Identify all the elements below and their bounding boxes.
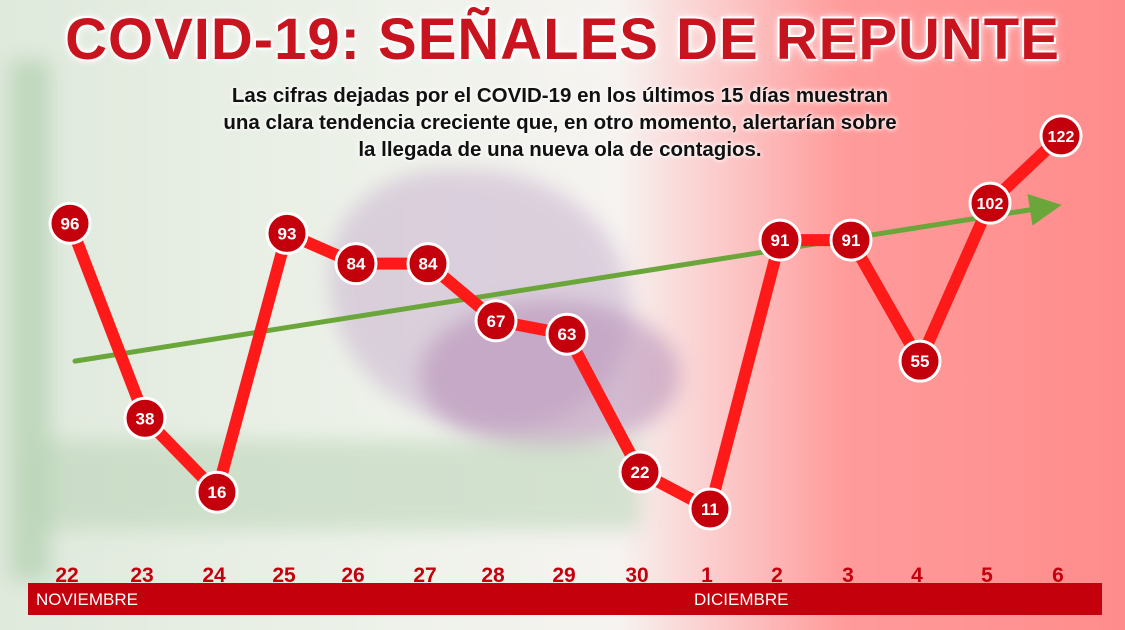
data-point: 55 [898,339,942,383]
data-marker [123,396,167,440]
month-bar [28,583,1102,615]
data-marker [195,470,239,514]
subtitle-line-2: una clara tendencia creciente que, en ot… [223,111,897,134]
data-marker [829,218,873,262]
x-tick-label: 25 [272,564,296,587]
data-point: 63 [545,312,589,356]
x-tick-label: 5 [981,564,993,587]
data-marker [618,450,662,494]
background-panel-blur [40,440,640,530]
x-tick-label: 23 [130,564,153,587]
month-label-noviembre: NOVIEMBRE [36,590,139,609]
data-marker [474,299,518,343]
data-label: 67 [487,312,506,331]
series-markers-group: 96 38 16 93 84 84 67 63 22 11 91 91 55 102 122 [48,114,1083,531]
data-label: 55 [911,352,930,371]
x-tick-label: 27 [413,564,436,587]
x-tick-label: 4 [911,564,923,587]
data-point: 22 [618,450,662,494]
data-marker [334,242,378,286]
trend-arrowhead [1027,194,1062,226]
data-point: 84 [406,242,450,286]
data-point: 91 [829,218,873,262]
data-marker [688,487,732,531]
page-title: COVID-19: SEÑALES DE REPUNTE [65,7,1060,72]
x-tick-label: 30 [625,564,648,587]
x-tick-label: 6 [1052,564,1064,587]
background-sidebar-blur [10,60,50,580]
subtitle-line-3: la llegada de una nueva ola de contagios… [358,138,762,161]
data-marker [545,312,589,356]
data-point: 91 [758,218,802,262]
x-tick-label: 22 [55,564,78,587]
data-label: 11 [701,500,719,519]
subtitle-line-1: Las cifras dejadas por el COVID-19 en lo… [231,84,889,107]
data-point: 102 [968,181,1012,225]
x-tick-label: 26 [341,564,364,587]
data-label: 63 [558,325,577,344]
data-point: 93 [265,211,309,255]
data-marker [968,181,1012,225]
data-marker [1039,114,1083,158]
data-marker [898,339,942,383]
data-point: 122 [1039,114,1083,158]
data-label: 91 [771,231,790,250]
data-label: 22 [631,463,650,482]
data-marker [265,211,309,255]
x-tick-label: 3 [842,564,854,587]
data-label: 96 [61,214,80,233]
data-label: 38 [136,409,155,428]
subtitle: Las cifras dejadas por el COVID-19 en lo… [100,82,1020,163]
data-marker [48,201,92,245]
x-tick-label: 24 [202,564,226,587]
data-label: 16 [208,483,227,502]
x-tick-label: 28 [481,564,505,587]
data-label: 84 [419,255,438,274]
series-line-segment [561,328,646,479]
series-line-segment [914,197,996,368]
series-line-segment [211,227,293,499]
series-line-segment [845,234,926,368]
data-label: 93 [278,224,297,243]
data-point: 67 [474,299,518,343]
data-point: 84 [334,242,378,286]
data-point: 96 [48,201,92,245]
x-tick-label: 1 [701,564,713,587]
series-line-segment [64,217,151,425]
data-label: 122 [1048,129,1075,146]
data-point: 16 [195,470,239,514]
data-label: 102 [977,196,1004,213]
x-tick-label: 29 [552,564,575,587]
data-label: 84 [347,255,366,274]
data-marker [758,218,802,262]
x-tick-label: 2 [771,564,783,587]
month-label-diciembre: DICIEMBRE [694,590,789,609]
data-point: 11 [688,487,732,531]
data-point: 38 [123,396,167,440]
data-marker [406,242,450,286]
data-label: 91 [842,231,861,250]
series-line-segment [704,234,786,516]
x-axis-ticks: 22 23 24 25 26 27 28 29 30 1 2 3 4 5 6 [55,564,1064,587]
